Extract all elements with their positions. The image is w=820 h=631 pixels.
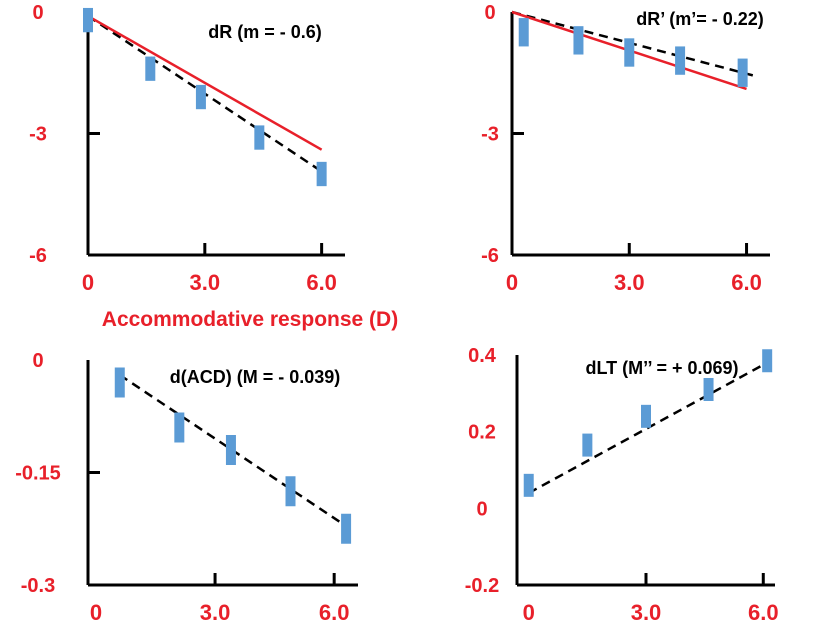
y-tick-label: -6 — [29, 245, 47, 267]
dashed-fit-line — [87, 15, 327, 176]
x-tick-label: 6.0 — [731, 270, 762, 295]
data-point-bar — [145, 56, 156, 81]
x-tick-label: 0 — [90, 600, 102, 625]
data-point-bar — [195, 84, 206, 110]
y-tick-label: -3 — [29, 124, 47, 146]
chart-title: dLT (M’’ = + 0.069) — [585, 358, 738, 378]
data-point-bar — [641, 404, 651, 428]
chart-panel-2: 0 -3 -6 0 3.0 6.0 dR’ (m’= - 0.22) — [481, 2, 770, 295]
y-tick-label: 0 — [32, 2, 43, 24]
data-point-bar — [675, 46, 686, 75]
y-tick-label: 0.2 — [468, 422, 496, 444]
x-tick-label: 3.0 — [614, 270, 645, 295]
x-tick-label: 6.0 — [748, 600, 779, 625]
x-tick-label: 3.0 — [200, 600, 231, 625]
data-point-bar — [174, 412, 185, 443]
y-tick-label: -6 — [481, 245, 499, 267]
data-point-bar — [254, 125, 265, 150]
data-point-bar — [762, 349, 773, 373]
shared-x-axis-label: Accommodative response (D) — [102, 308, 398, 331]
x-tick-label: 6.0 — [306, 270, 337, 295]
chart-panel-3: 0 -0.15 -0.3 0 3.0 6.0 d(ACD) (M = - 0.039) — [15, 350, 358, 625]
chart-panel-1: 0 -3 -6 0 3.0 6.0 dR (m = - 0.6) — [29, 2, 345, 295]
red-fit-line — [87, 14, 323, 151]
data-point-bar — [703, 378, 714, 401]
y-tick-label: 0 — [476, 498, 487, 520]
data-point-bar — [624, 38, 635, 67]
x-tick-label: 0 — [523, 600, 535, 625]
data-point-bar — [573, 26, 584, 55]
data-point-bar — [582, 433, 593, 457]
x-tick-label: 0 — [82, 270, 94, 295]
data-point-bar — [518, 18, 529, 47]
data-point-bar — [737, 58, 748, 87]
x-tick-label: 0 — [506, 270, 518, 295]
y-tick-label: -0.3 — [21, 575, 55, 597]
chart-panel-4: 0.4 0.2 0 -0.2 0 3.0 6.0 dLT (M’’ = + 0.069) — [465, 345, 779, 625]
chart-title: d(ACD) (M = - 0.039) — [170, 367, 341, 387]
y-tick-label: 0 — [32, 350, 43, 372]
x-tick-label: 3.0 — [631, 600, 662, 625]
data-point-bar — [225, 435, 236, 465]
data-point-bar — [316, 161, 327, 187]
x-tick-label: 6.0 — [319, 600, 350, 625]
y-tick-label: -3 — [481, 124, 499, 146]
data-point-bar — [83, 7, 93, 33]
data-point-bar — [114, 367, 125, 398]
data-point-bar — [285, 476, 296, 507]
y-tick-label: -0.15 — [15, 463, 61, 485]
data-point-bar — [341, 513, 352, 544]
x-tick-label: 3.0 — [190, 270, 221, 295]
chart-title: dR (m = - 0.6) — [208, 22, 322, 42]
y-tick-label: 0 — [484, 2, 495, 24]
data-point-bar — [523, 473, 534, 497]
y-tick-label: -0.2 — [465, 575, 499, 597]
y-tick-label: 0.4 — [468, 345, 497, 367]
chart-title: dR’ (m’= - 0.22) — [636, 9, 764, 29]
dashed-fit-line — [511, 10, 759, 79]
